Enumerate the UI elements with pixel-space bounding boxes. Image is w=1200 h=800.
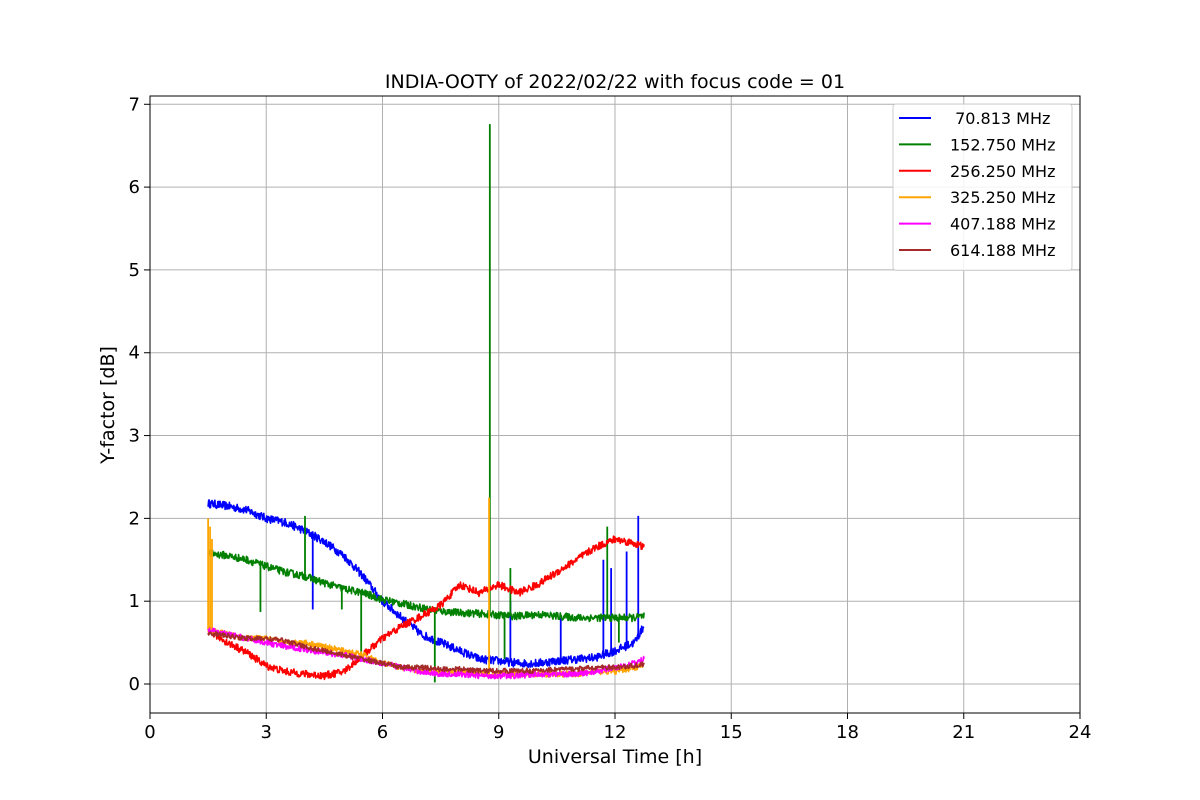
series-3-line bbox=[207, 535, 645, 681]
x-tick-label: 21 bbox=[952, 722, 975, 743]
x-tick-label: 12 bbox=[604, 722, 627, 743]
y-tick-label: 7 bbox=[129, 94, 140, 115]
series-3-group bbox=[207, 535, 645, 681]
series-6-line bbox=[207, 630, 645, 674]
series-1-line bbox=[207, 499, 645, 669]
x-tick-label: 3 bbox=[261, 722, 272, 743]
y-tick-label: 2 bbox=[129, 508, 140, 529]
y-axis-title: Y-factor [dB] bbox=[97, 346, 119, 465]
x-tick-label: 24 bbox=[1069, 722, 1092, 743]
x-tick-label: 15 bbox=[720, 722, 743, 743]
y-tick-label: 0 bbox=[129, 674, 140, 695]
series-5-group bbox=[207, 627, 645, 680]
x-tick-label: 0 bbox=[144, 722, 155, 743]
y-tick-label: 1 bbox=[129, 591, 140, 612]
legend-label: 256.250 MHz bbox=[950, 162, 1055, 181]
x-axis-title: Universal Time [h] bbox=[528, 746, 702, 768]
legend-label: 407.188 MHz bbox=[950, 215, 1055, 234]
series-5-line bbox=[207, 627, 645, 680]
series-2-line bbox=[207, 549, 645, 623]
x-tick-label: 6 bbox=[377, 722, 388, 743]
x-tick-label: 18 bbox=[836, 722, 859, 743]
y-tick-label: 4 bbox=[129, 343, 140, 364]
legend-label: 614.188 MHz bbox=[950, 241, 1055, 260]
chart-title: INDIA-OOTY of 2022/02/22 with focus code… bbox=[385, 71, 845, 93]
legend-label: 70.813 MHz bbox=[950, 109, 1050, 128]
y-tick-label: 5 bbox=[129, 260, 140, 281]
legend-label: 325.250 MHz bbox=[950, 188, 1055, 207]
legend-label: 152.750 MHz bbox=[950, 135, 1055, 154]
legend-box bbox=[892, 103, 1073, 271]
series-6-group bbox=[207, 630, 645, 674]
y-tick-label: 6 bbox=[129, 177, 140, 198]
legend: 70.813 MHz 152.750 MHz 256.250 MHz 325.250 … bbox=[892, 103, 1073, 271]
series-group bbox=[207, 124, 645, 683]
x-tick-label: 9 bbox=[493, 722, 504, 743]
y-tick-label: 3 bbox=[129, 426, 140, 447]
